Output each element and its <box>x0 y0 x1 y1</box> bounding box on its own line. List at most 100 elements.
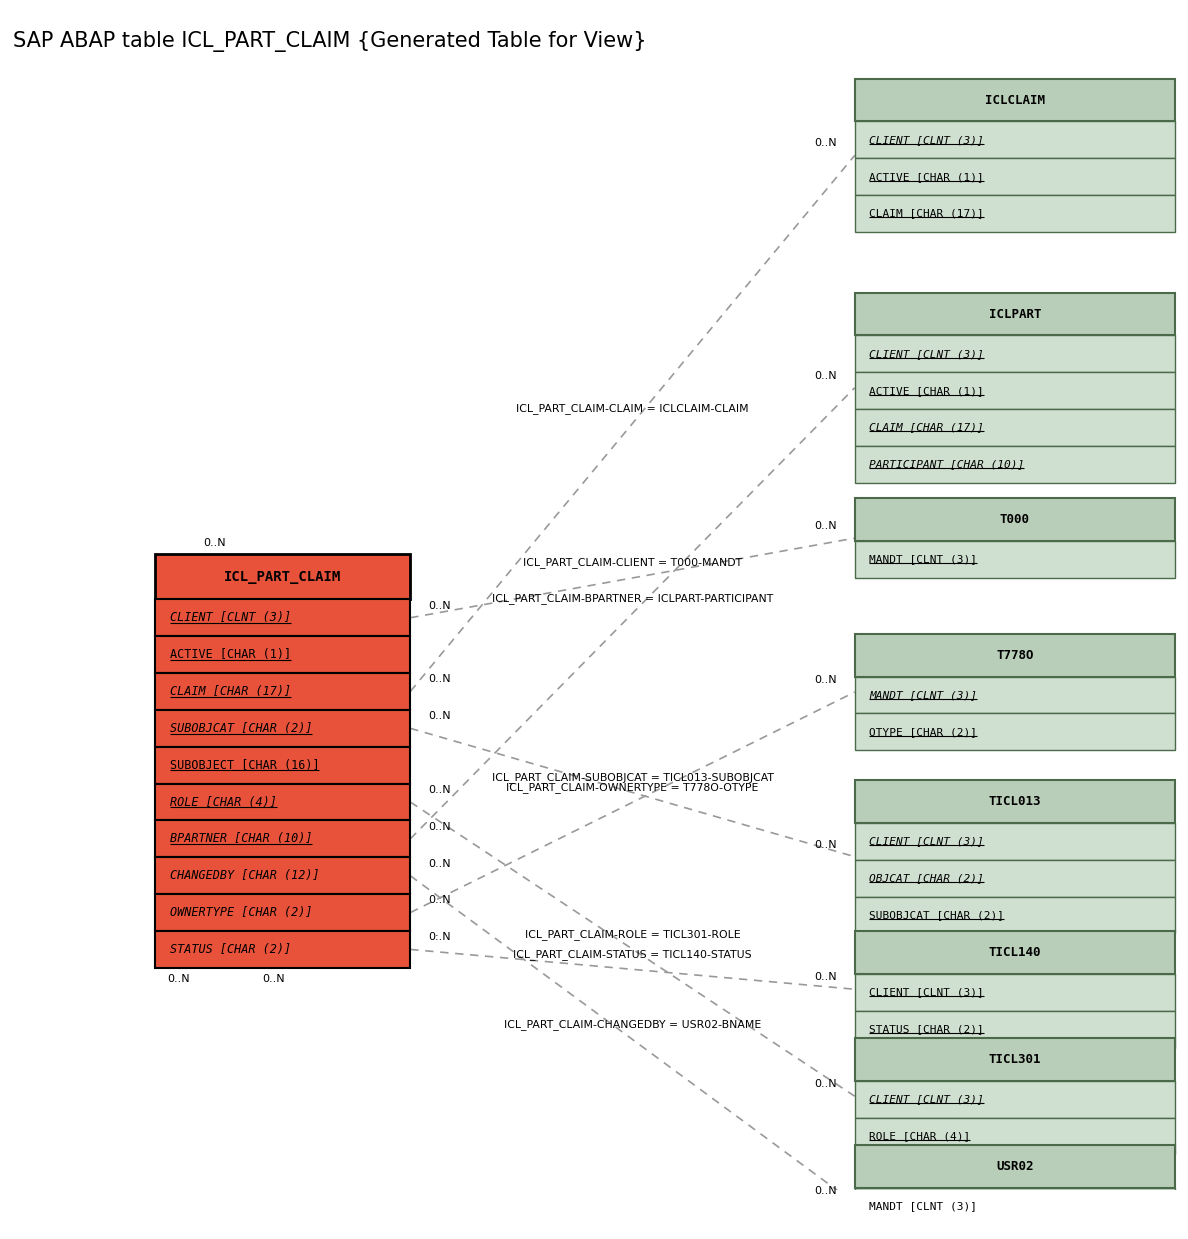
FancyBboxPatch shape <box>854 1188 1175 1224</box>
Text: CLIENT [CLNT (3)]: CLIENT [CLNT (3)] <box>868 1094 984 1104</box>
Text: 0..N: 0..N <box>203 538 226 548</box>
Text: ROLE [CHAR (4)]: ROLE [CHAR (4)] <box>868 1131 971 1141</box>
FancyBboxPatch shape <box>854 634 1175 676</box>
Text: 0..N: 0..N <box>428 711 450 721</box>
Text: BPARTNER [CHAR (10)]: BPARTNER [CHAR (10)] <box>170 833 312 845</box>
FancyBboxPatch shape <box>156 783 410 820</box>
Text: ACTIVE [CHAR (1)]: ACTIVE [CHAR (1)] <box>170 648 291 662</box>
Text: ICL_PART_CLAIM-CLAIM = ICLCLAIM-CLAIM: ICL_PART_CLAIM-CLAIM = ICLCLAIM-CLAIM <box>517 403 748 414</box>
Text: ICL_PART_CLAIM-BPARTNER = ICLPART-PARTICIPANT: ICL_PART_CLAIM-BPARTNER = ICLPART-PARTIC… <box>492 593 773 603</box>
Text: ICL_PART_CLAIM-ROLE = TICL301-ROLE: ICL_PART_CLAIM-ROLE = TICL301-ROLE <box>525 929 740 939</box>
Text: ICL_PART_CLAIM-OWNERTYPE = T778O-OTYPE: ICL_PART_CLAIM-OWNERTYPE = T778O-OTYPE <box>506 782 759 793</box>
FancyBboxPatch shape <box>854 860 1175 897</box>
Text: 0..N: 0..N <box>814 520 838 532</box>
Text: MANDT [CLNT (3)]: MANDT [CLNT (3)] <box>868 555 977 565</box>
FancyBboxPatch shape <box>156 895 410 930</box>
Text: 0..N: 0..N <box>428 896 450 906</box>
Text: 0:.N: 0:.N <box>428 932 450 943</box>
FancyBboxPatch shape <box>854 121 1175 159</box>
FancyBboxPatch shape <box>854 446 1175 483</box>
Text: STATUS [CHAR (2)]: STATUS [CHAR (2)] <box>868 1025 984 1035</box>
Text: ACTIVE [CHAR (1)]: ACTIVE [CHAR (1)] <box>868 172 984 182</box>
FancyBboxPatch shape <box>156 820 410 857</box>
FancyBboxPatch shape <box>854 196 1175 232</box>
Text: 0..N: 0..N <box>428 784 450 795</box>
FancyBboxPatch shape <box>156 600 410 636</box>
Text: 0..N: 0..N <box>814 675 838 685</box>
Text: CLAIM [CHAR (17)]: CLAIM [CHAR (17)] <box>868 208 984 218</box>
Text: MANDT [CLNT (3)]: MANDT [CLNT (3)] <box>868 690 977 700</box>
Text: SAP ABAP table ICL_PART_CLAIM {Generated Table for View}: SAP ABAP table ICL_PART_CLAIM {Generated… <box>13 31 646 52</box>
Text: ICL_PART_CLAIM-SUBOBJCAT = TICL013-SUBOBJCAT: ICL_PART_CLAIM-SUBOBJCAT = TICL013-SUBOB… <box>492 772 773 783</box>
Text: 0..N: 0..N <box>814 840 838 850</box>
Text: CLIENT [CLNT (3)]: CLIENT [CLNT (3)] <box>170 611 291 624</box>
Text: CLAIM [CHAR (17)]: CLAIM [CHAR (17)] <box>868 422 984 432</box>
FancyBboxPatch shape <box>854 823 1175 860</box>
Text: 0..N: 0..N <box>814 1079 838 1089</box>
Text: CLIENT [CLNT (3)]: CLIENT [CLNT (3)] <box>868 987 984 997</box>
Text: TICL301: TICL301 <box>988 1053 1041 1066</box>
Text: ROLE [CHAR (4)]: ROLE [CHAR (4)] <box>170 795 277 809</box>
Text: 0..N: 0..N <box>814 1186 838 1196</box>
Text: MANDT [CLNT (3)]: MANDT [CLNT (3)] <box>868 1201 977 1212</box>
Text: ICL_PART_CLAIM-CHANGEDBY = USR02-BNAME: ICL_PART_CLAIM-CHANGEDBY = USR02-BNAME <box>504 1018 762 1030</box>
Text: ICL_PART_CLAIM-STATUS = TICL140-STATUS: ICL_PART_CLAIM-STATUS = TICL140-STATUS <box>513 949 752 960</box>
Text: OBJCAT [CHAR (2)]: OBJCAT [CHAR (2)] <box>868 873 984 883</box>
FancyBboxPatch shape <box>854 541 1175 577</box>
FancyBboxPatch shape <box>156 857 410 895</box>
Text: STATUS [CHAR (2)]: STATUS [CHAR (2)] <box>170 943 291 957</box>
Text: SUBOBJCAT [CHAR (2)]: SUBOBJCAT [CHAR (2)] <box>170 722 312 735</box>
Text: OWNERTYPE [CHAR (2)]: OWNERTYPE [CHAR (2)] <box>170 906 312 919</box>
Text: OTYPE [CHAR (2)]: OTYPE [CHAR (2)] <box>868 727 977 737</box>
Text: ICLCLAIM: ICLCLAIM <box>985 94 1044 107</box>
FancyBboxPatch shape <box>854 781 1175 823</box>
FancyBboxPatch shape <box>854 1011 1175 1047</box>
FancyBboxPatch shape <box>854 78 1175 121</box>
Text: ICL_PART_CLAIM-CLIENT = T000-MANDT: ICL_PART_CLAIM-CLIENT = T000-MANDT <box>523 558 742 569</box>
Text: CLIENT [CLNT (3)]: CLIENT [CLNT (3)] <box>868 135 984 145</box>
Text: ACTIVE [CHAR (1)]: ACTIVE [CHAR (1)] <box>868 385 984 395</box>
FancyBboxPatch shape <box>854 292 1175 336</box>
FancyBboxPatch shape <box>156 747 410 783</box>
FancyBboxPatch shape <box>156 710 410 747</box>
Text: ICL_PART_CLAIM: ICL_PART_CLAIM <box>225 570 341 584</box>
Text: CHANGEDBY [CHAR (12)]: CHANGEDBY [CHAR (12)] <box>170 870 320 882</box>
FancyBboxPatch shape <box>854 336 1175 372</box>
FancyBboxPatch shape <box>854 159 1175 196</box>
FancyBboxPatch shape <box>854 714 1175 751</box>
Text: 0..N: 0..N <box>168 974 190 984</box>
Text: SUBOBJECT [CHAR (16)]: SUBOBJECT [CHAR (16)] <box>170 758 320 772</box>
FancyBboxPatch shape <box>854 974 1175 1011</box>
FancyBboxPatch shape <box>156 554 410 600</box>
FancyBboxPatch shape <box>854 1118 1175 1155</box>
Text: 0..N: 0..N <box>428 601 450 611</box>
FancyBboxPatch shape <box>854 930 1175 974</box>
FancyBboxPatch shape <box>156 930 410 968</box>
Text: SUBOBJCAT [CHAR (2)]: SUBOBJCAT [CHAR (2)] <box>868 909 1004 919</box>
Text: ICLPART: ICLPART <box>988 307 1041 321</box>
FancyBboxPatch shape <box>854 409 1175 446</box>
Text: CLIENT [CLNT (3)]: CLIENT [CLNT (3)] <box>868 836 984 846</box>
FancyBboxPatch shape <box>854 1145 1175 1188</box>
Text: 0..N: 0..N <box>814 973 838 983</box>
Text: TICL013: TICL013 <box>988 795 1041 808</box>
FancyBboxPatch shape <box>156 636 410 673</box>
Text: T000: T000 <box>1000 513 1030 527</box>
FancyBboxPatch shape <box>854 897 1175 933</box>
Text: TICL140: TICL140 <box>988 945 1041 959</box>
Text: 0..N: 0..N <box>428 674 450 684</box>
FancyBboxPatch shape <box>854 1038 1175 1080</box>
FancyBboxPatch shape <box>854 1080 1175 1118</box>
FancyBboxPatch shape <box>854 372 1175 409</box>
Text: 0..N: 0..N <box>814 139 838 149</box>
Text: 0..N: 0..N <box>428 859 450 869</box>
FancyBboxPatch shape <box>854 1224 1175 1239</box>
Text: USR02: USR02 <box>996 1160 1034 1173</box>
FancyBboxPatch shape <box>854 498 1175 541</box>
Text: PARTICIPANT [CHAR (10)]: PARTICIPANT [CHAR (10)] <box>868 460 1024 470</box>
Text: CLIENT [CLNT (3)]: CLIENT [CLNT (3)] <box>868 349 984 359</box>
Text: 0..N: 0..N <box>428 821 450 831</box>
FancyBboxPatch shape <box>854 676 1175 714</box>
FancyBboxPatch shape <box>156 673 410 710</box>
Text: 0..N: 0..N <box>814 370 838 380</box>
